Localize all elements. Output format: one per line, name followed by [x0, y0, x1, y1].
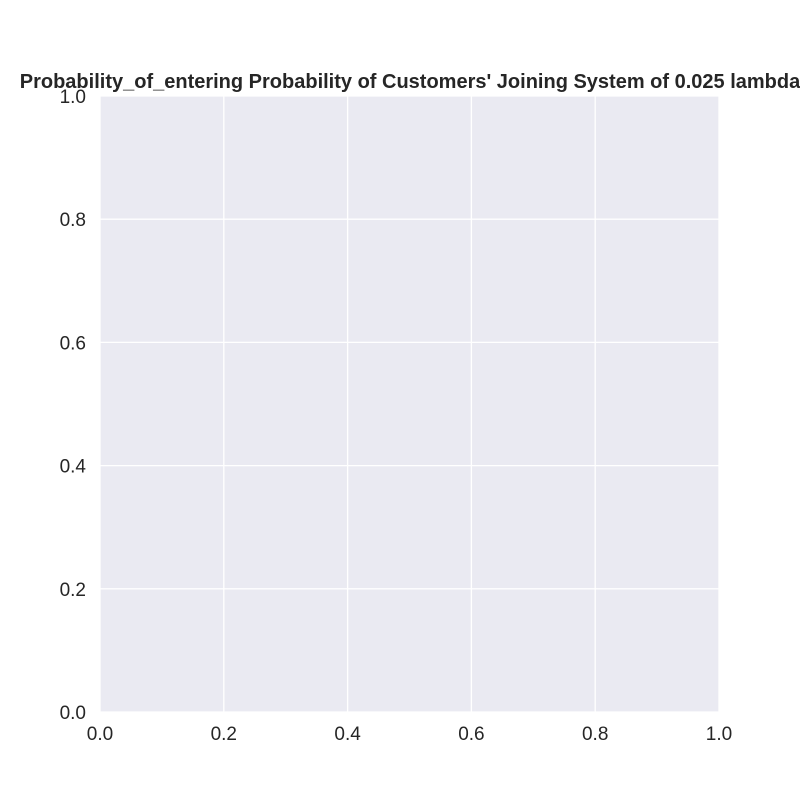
y-tick-label: 0.0	[60, 703, 86, 724]
y-tick-label: 0.4	[60, 457, 87, 478]
x-tick-label: 0.2	[211, 724, 237, 745]
x-axis-ticks: 0.0 0.2 0.4 0.6 0.8 1.0	[87, 724, 732, 745]
x-tick-label: 0.8	[582, 724, 608, 745]
x-tick-label: 0.6	[458, 724, 484, 745]
x-tick-label: 1.0	[706, 724, 732, 745]
x-tick-label: 0.0	[87, 724, 113, 745]
y-axis-ticks: 0.0 0.2 0.4 0.6 0.8 1.0	[60, 87, 87, 724]
y-tick-label: 1.0	[60, 87, 86, 108]
y-tick-label: 0.8	[60, 210, 86, 231]
plot-area	[100, 96, 719, 712]
y-tick-label: 0.2	[60, 580, 86, 601]
y-tick-label: 0.6	[60, 333, 86, 354]
grid-lines	[99, 95, 720, 713]
chart-title: Probability_of_entering Probability of C…	[20, 71, 800, 93]
x-tick-label: 0.4	[334, 724, 361, 745]
